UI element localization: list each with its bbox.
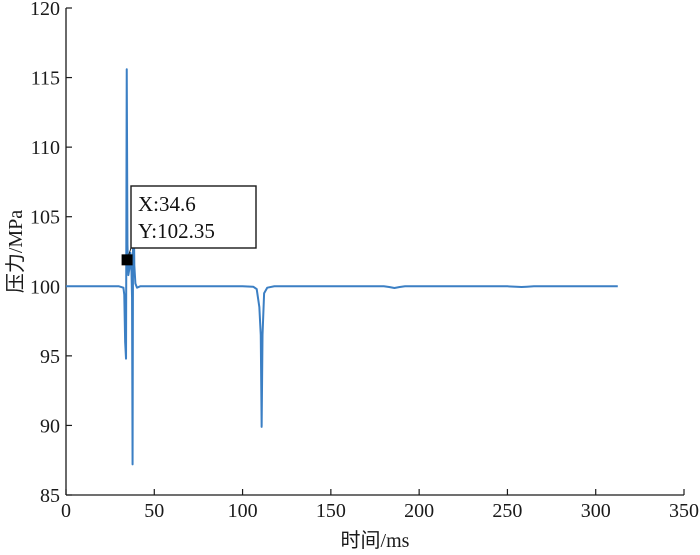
datatip-x-text: X:34.6 [138,192,196,216]
axes [65,8,684,496]
x-tick-label: 0 [61,500,71,522]
x-axis-title: 时间/ms [341,529,410,552]
x-tick-label: 350 [669,500,699,522]
x-tick-label: 150 [316,500,346,522]
datatip-marker[interactable] [121,254,133,266]
y-tick-label: 90 [40,415,60,437]
y-tick-label: 105 [30,207,60,229]
x-tick-label: 250 [492,500,522,522]
y-tick-label: 100 [30,276,60,298]
y-tick-label: 85 [40,485,60,507]
y-tick-label: 110 [31,137,60,159]
y-tick-label: 115 [31,68,60,90]
y-tick-label: 120 [30,0,60,20]
series-layer [66,68,618,466]
datatip-y-text: Y:102.35 [138,219,215,243]
x-tick-label: 100 [228,500,258,522]
datatip-box [130,185,257,249]
datatip[interactable]: X:34.6 Y:102.35 [121,185,257,266]
y-tick-label: 95 [40,346,60,368]
series-line [66,68,618,466]
x-tick-label: 50 [144,500,164,522]
x-tick-label: 300 [581,500,611,522]
x-ticks: 0 50 100 150 200 250 300 350 [61,489,699,522]
y-axis-title: 压力/MPa [4,210,27,293]
y-ticks: 85 90 95 100 105 110 115 120 [30,0,72,507]
x-tick-label: 200 [404,500,434,522]
